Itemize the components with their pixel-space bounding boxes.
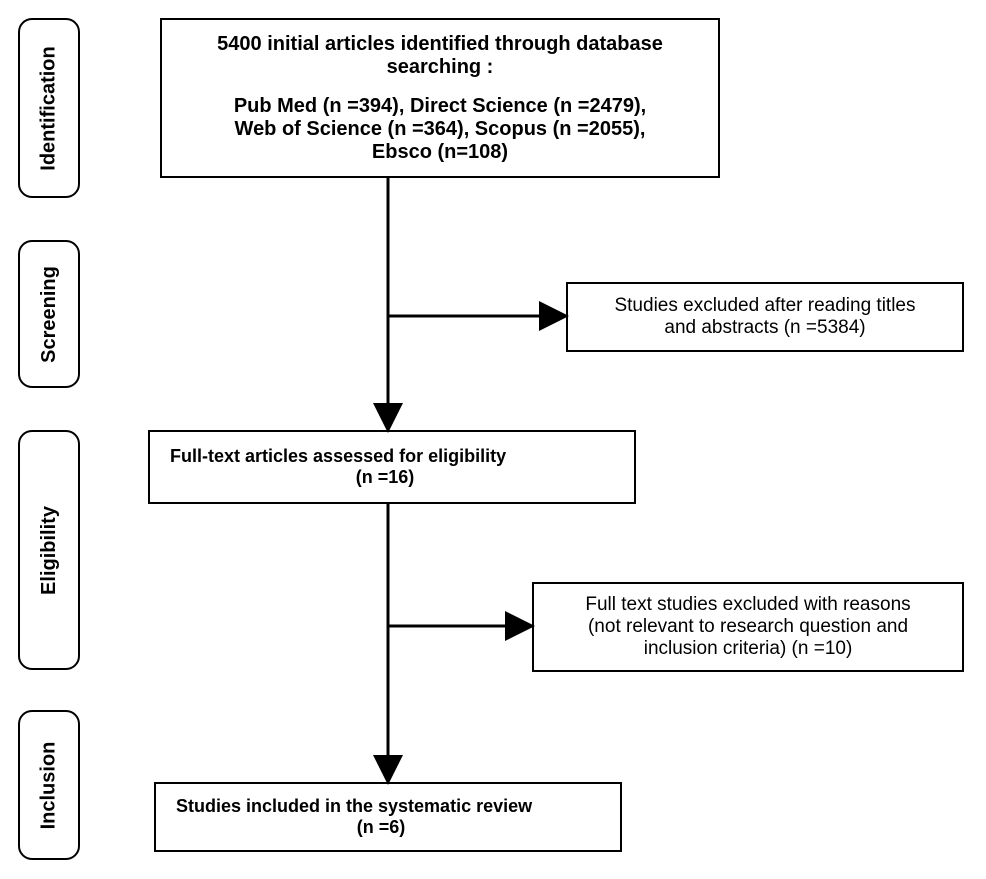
box-body: Ebsco (n=108) <box>372 141 508 164</box>
stage-label-text: Inclusion <box>38 741 61 829</box>
box-line: inclusion criteria) (n =10) <box>644 638 853 660</box>
box-title: 5400 initial articles identified through… <box>176 33 704 79</box>
box-body: Pub Med (n =394), Direct Science (n =247… <box>234 95 646 118</box>
box-eligibility-fulltext: Full-text articles assessed for eligibil… <box>148 430 636 504</box>
box-body: Web of Science (n =364), Scopus (n =2055… <box>235 118 646 141</box>
box-included: Studies included in the systematic revie… <box>154 782 622 852</box>
box-line: Full-text articles assessed for eligibil… <box>170 446 506 467</box>
box-identification: 5400 initial articles identified through… <box>160 18 720 178</box>
box-eligibility-excluded: Full text studies excluded with reasons … <box>532 582 964 672</box>
box-line: (n =6) <box>357 817 406 838</box>
stage-label-inclusion: Inclusion <box>18 710 80 860</box>
stage-label-text: Identification <box>38 46 61 170</box>
stage-label-identification: Identification <box>18 18 80 198</box>
box-line: Full text studies excluded with reasons <box>585 594 910 616</box>
box-line: and abstracts (n =5384) <box>664 317 865 339</box>
box-screening-excluded: Studies excluded after reading titles an… <box>566 282 964 352</box>
stage-label-screening: Screening <box>18 240 80 388</box>
stage-label-text: Screening <box>38 266 61 363</box>
stage-label-text: Eligibility <box>38 506 61 595</box>
stage-label-eligibility: Eligibility <box>18 430 80 670</box>
box-line: Studies excluded after reading titles <box>614 295 915 317</box>
box-line: Studies included in the systematic revie… <box>176 796 532 817</box>
box-line: (n =16) <box>356 467 415 488</box>
flowchart-canvas: Identification Screening Eligibility Inc… <box>0 0 986 879</box>
box-line: (not relevant to research question and <box>588 616 908 638</box>
